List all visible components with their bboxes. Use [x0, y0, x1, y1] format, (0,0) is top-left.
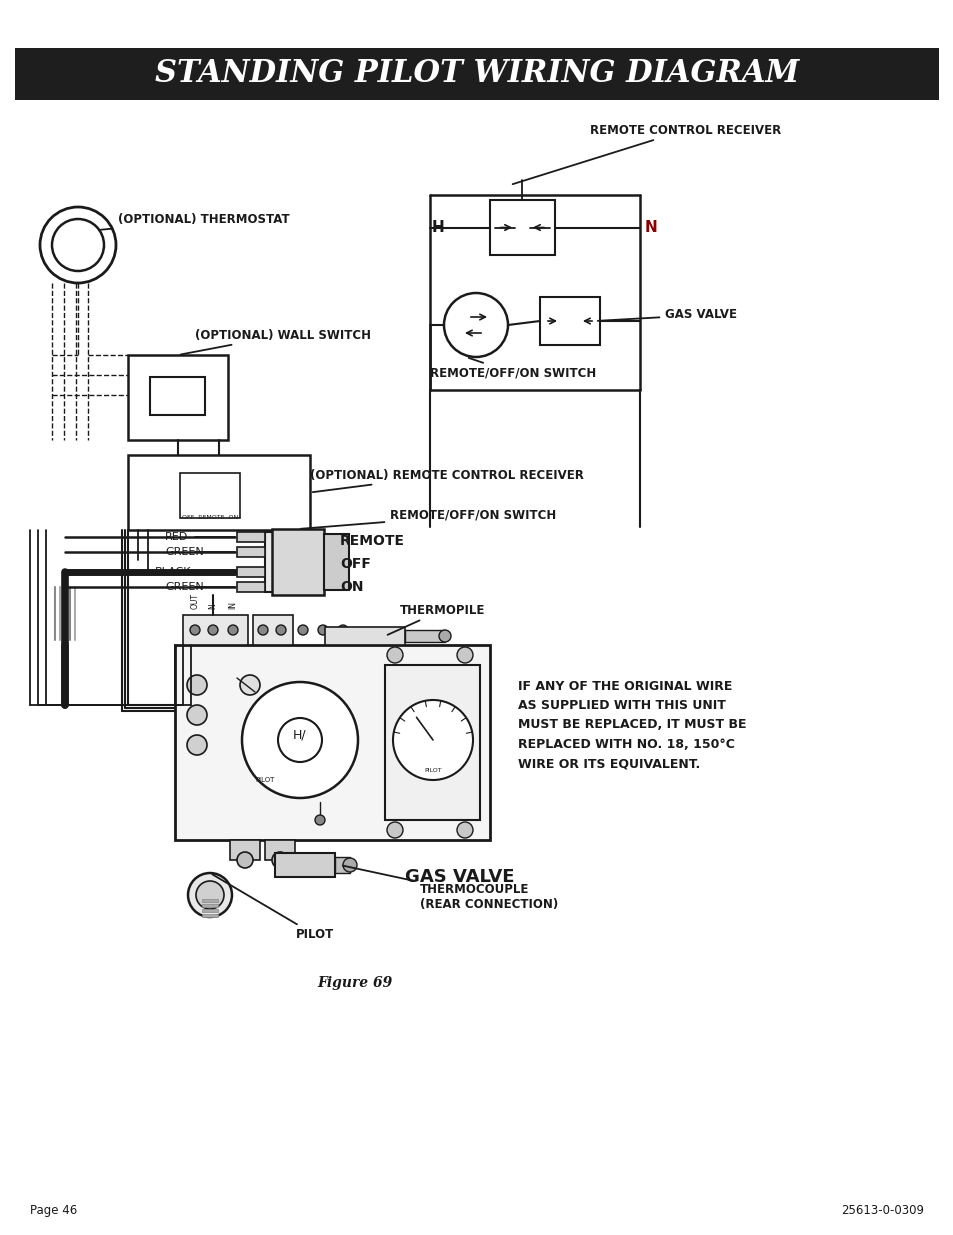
Text: IN: IN — [229, 601, 237, 609]
Circle shape — [438, 630, 451, 642]
Text: GREEN: GREEN — [165, 582, 204, 592]
Text: PILOT: PILOT — [213, 874, 334, 941]
Circle shape — [272, 852, 288, 868]
Circle shape — [242, 682, 357, 798]
Bar — [236, 567, 265, 577]
Text: REMOTE
OFF
ON: REMOTE OFF ON — [339, 535, 405, 594]
Circle shape — [317, 625, 328, 635]
Circle shape — [393, 700, 473, 781]
Circle shape — [195, 881, 224, 909]
Text: H: H — [432, 220, 444, 235]
Circle shape — [188, 873, 232, 918]
Text: (OPTIONAL) THERMOSTAT: (OPTIONAL) THERMOSTAT — [101, 214, 290, 230]
Bar — [180, 473, 240, 517]
Circle shape — [236, 852, 253, 868]
Bar — [183, 615, 248, 645]
Text: (OPTIONAL) WALL SWITCH: (OPTIONAL) WALL SWITCH — [180, 329, 371, 354]
Bar — [236, 547, 265, 557]
Bar — [202, 909, 218, 911]
Text: RED: RED — [165, 532, 188, 542]
Text: 25613-0-0309: 25613-0-0309 — [841, 1204, 923, 1216]
Bar — [128, 454, 310, 530]
Circle shape — [297, 625, 308, 635]
Circle shape — [343, 858, 356, 872]
Circle shape — [456, 823, 473, 839]
Circle shape — [208, 625, 218, 635]
Text: PILOT: PILOT — [255, 777, 274, 783]
Circle shape — [187, 735, 207, 755]
Circle shape — [337, 625, 348, 635]
Circle shape — [240, 676, 260, 695]
Bar — [385, 664, 479, 820]
Bar — [236, 532, 265, 542]
Bar — [15, 48, 938, 100]
Circle shape — [190, 625, 200, 635]
Circle shape — [187, 705, 207, 725]
Text: N: N — [644, 220, 657, 235]
Circle shape — [257, 625, 268, 635]
Circle shape — [275, 625, 286, 635]
Circle shape — [228, 625, 237, 635]
Bar — [274, 853, 335, 877]
Text: H/: H/ — [293, 729, 307, 741]
Text: N: N — [209, 603, 217, 609]
Text: OUT: OUT — [191, 593, 199, 609]
Bar — [202, 904, 218, 906]
Text: REMOTE/OFF/ON SWITCH: REMOTE/OFF/ON SWITCH — [430, 358, 596, 379]
Bar — [150, 377, 205, 415]
Text: GAS VALVE: GAS VALVE — [598, 309, 737, 321]
Circle shape — [314, 815, 325, 825]
Bar — [272, 529, 324, 595]
Bar — [324, 534, 349, 590]
Bar — [265, 532, 287, 592]
Text: REMOTE CONTROL RECEIVER: REMOTE CONTROL RECEIVER — [512, 124, 781, 184]
Text: PILOT: PILOT — [424, 768, 441, 773]
Text: GAS VALVE: GAS VALVE — [405, 868, 514, 885]
Text: GREEN: GREEN — [165, 547, 204, 557]
Circle shape — [40, 207, 116, 283]
Text: THERMOPILE: THERMOPILE — [387, 604, 485, 635]
Circle shape — [187, 676, 207, 695]
Bar — [128, 354, 228, 440]
Bar — [490, 200, 555, 254]
Text: THERMOCOUPLE
(REAR CONNECTION): THERMOCOUPLE (REAR CONNECTION) — [342, 866, 558, 911]
Bar — [174, 645, 490, 840]
Bar — [325, 627, 405, 645]
Text: Figure 69: Figure 69 — [317, 976, 393, 990]
Circle shape — [277, 718, 322, 762]
Bar — [265, 840, 294, 860]
Bar — [253, 615, 293, 645]
Text: STANDING PILOT WIRING DIAGRAM: STANDING PILOT WIRING DIAGRAM — [154, 58, 799, 89]
Text: OFF  REMOTE  ON: OFF REMOTE ON — [182, 515, 238, 520]
Bar — [202, 899, 218, 902]
Circle shape — [443, 293, 507, 357]
Text: BLACK: BLACK — [154, 567, 192, 577]
Text: IF ANY OF THE ORIGINAL WIRE
AS SUPPLIED WITH THIS UNIT
MUST BE REPLACED, IT MUST: IF ANY OF THE ORIGINAL WIRE AS SUPPLIED … — [517, 679, 745, 771]
Text: (OPTIONAL) REMOTE CONTROL RECEIVER: (OPTIONAL) REMOTE CONTROL RECEIVER — [310, 468, 583, 493]
Circle shape — [456, 647, 473, 663]
Bar — [539, 296, 599, 345]
Circle shape — [387, 823, 402, 839]
Bar — [335, 857, 350, 873]
Circle shape — [52, 219, 104, 270]
Text: Page 46: Page 46 — [30, 1204, 77, 1216]
Text: REMOTE/OFF/ON SWITCH: REMOTE/OFF/ON SWITCH — [300, 509, 556, 529]
Bar — [202, 914, 218, 918]
Circle shape — [387, 647, 402, 663]
Bar — [405, 630, 444, 642]
Bar — [230, 840, 260, 860]
Bar — [236, 582, 265, 592]
